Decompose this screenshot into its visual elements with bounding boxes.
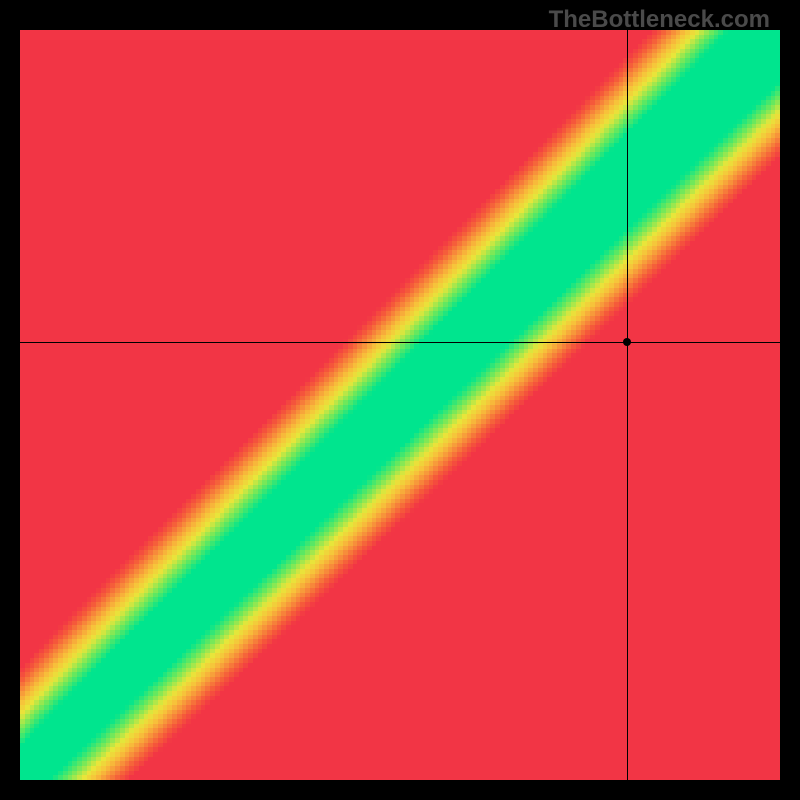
crosshair-vertical [627,30,628,780]
watermark-text: TheBottleneck.com [549,6,770,34]
crosshair-horizontal [20,342,780,343]
bottleneck-heatmap [20,30,780,780]
chart-container: TheBottleneck.com [0,0,800,800]
crosshair-point [623,338,631,346]
